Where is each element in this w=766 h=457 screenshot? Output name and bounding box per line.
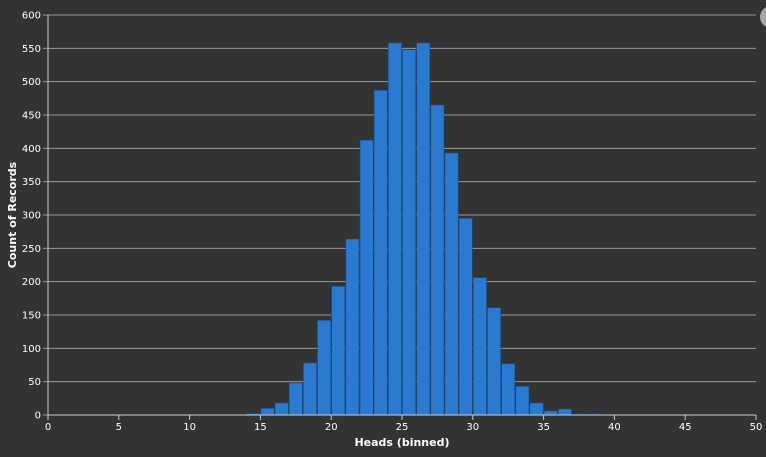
histogram-bar [274, 402, 289, 416]
x-axis-title: Heads (binned) [354, 436, 449, 449]
histogram-bar [557, 408, 572, 416]
y-tick-label: 400 [22, 144, 41, 155]
axes: 0 50 100 150 200 250 300 350 400 450 500 550 600 0 5 10… [22, 11, 762, 434]
histogram-bar [515, 386, 530, 416]
y-tick-label: 450 [22, 111, 41, 122]
x-tick-label: 25 [396, 422, 409, 433]
histogram-bar [430, 104, 445, 416]
x-tick-label: 40 [608, 422, 621, 433]
y-tick-label: 100 [22, 344, 41, 355]
bars [246, 42, 601, 416]
histogram-bar [416, 42, 431, 416]
histogram-bar [317, 320, 332, 416]
histogram-bar [345, 238, 360, 416]
x-tick-label: 0 [45, 422, 51, 433]
x-tick-label: 5 [116, 422, 122, 433]
histogram-bar [288, 382, 303, 416]
y-tick-label: 500 [22, 77, 41, 88]
x-tick-label: 20 [325, 422, 338, 433]
histogram-bar [331, 286, 346, 416]
y-tick-label: 300 [22, 211, 41, 222]
x-tick-label: 30 [466, 422, 479, 433]
histogram-bar [487, 307, 501, 416]
y-tick-label: 350 [22, 177, 41, 188]
histogram-bar [303, 362, 317, 416]
histogram-bar [501, 363, 516, 416]
histogram-bar [543, 410, 558, 416]
y-axis-title: Count of Records [6, 161, 19, 268]
x-tick-label: 35 [537, 422, 550, 433]
y-tick-label: 50 [28, 377, 41, 388]
histogram-bar [529, 402, 544, 416]
x-tick-label: 45 [679, 422, 692, 433]
y-tick-label: 600 [22, 11, 41, 22]
histogram-bar [402, 49, 416, 416]
y-tick-label: 200 [22, 277, 41, 288]
y-tick-label: 550 [22, 44, 41, 55]
histogram-bar [260, 408, 275, 416]
x-tick-label: 10 [183, 422, 196, 433]
histogram-bar [458, 218, 473, 416]
histogram-bar [388, 42, 402, 416]
grid-lines [48, 14, 756, 416]
histogram-bar [359, 140, 374, 416]
y-tick-label: 250 [22, 244, 41, 255]
x-tick-label: 15 [254, 422, 267, 433]
y-tick-label: 0 [35, 411, 41, 422]
y-tick-label: 150 [22, 311, 41, 322]
x-tick-label: 50 [750, 422, 763, 433]
chart-menu-button[interactable] [760, 6, 766, 28]
histogram-bar [472, 277, 487, 416]
histogram-bar [373, 90, 388, 416]
histogram-bar [444, 152, 459, 416]
